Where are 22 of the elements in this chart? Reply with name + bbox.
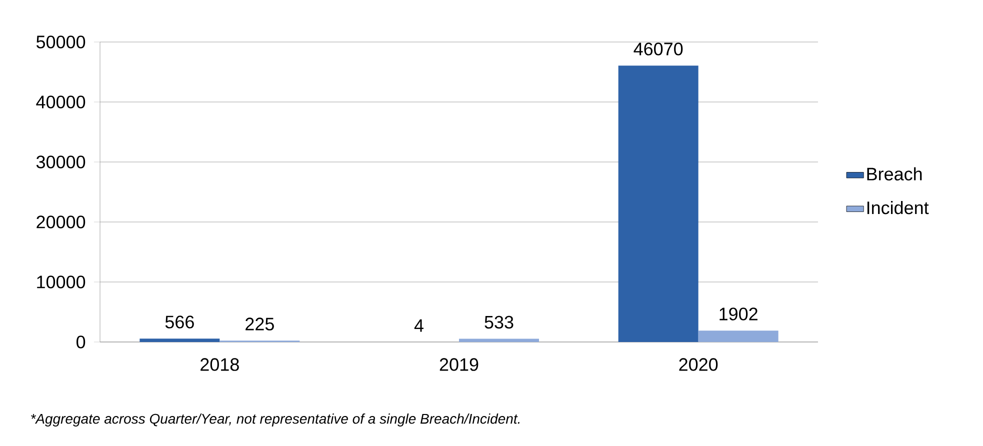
- bar: [698, 330, 778, 342]
- legend-label: Breach: [867, 167, 922, 180]
- y-tick-label: 20000: [36, 216, 86, 228]
- data-label: 533: [484, 316, 514, 329]
- bar: [459, 338, 540, 342]
- data-label: 46070: [634, 42, 683, 56]
- bar: [140, 338, 220, 342]
- y-tick-label: 0: [76, 336, 86, 348]
- data-label: 566: [165, 316, 194, 328]
- text: *Aggregate across Quarter/Year, not representative of a single Breach/Incident.: [31, 413, 520, 427]
- x-tick-label: 2019: [440, 358, 478, 371]
- data-label: 1902: [720, 308, 758, 320]
- bar: [618, 66, 698, 342]
- y-tick-label: 30000: [36, 156, 86, 168]
- x-tick-label: 2020: [679, 358, 718, 371]
- data-label: 4: [414, 319, 424, 332]
- legend-label: Incident: [867, 200, 929, 214]
- x-tick-label: 2018: [200, 358, 239, 371]
- y-tick-label: 10000: [37, 276, 86, 288]
- data-label: 225: [246, 318, 274, 330]
- y-tick-label: 40000: [36, 96, 86, 108]
- y-tick-label: 50000: [36, 36, 86, 48]
